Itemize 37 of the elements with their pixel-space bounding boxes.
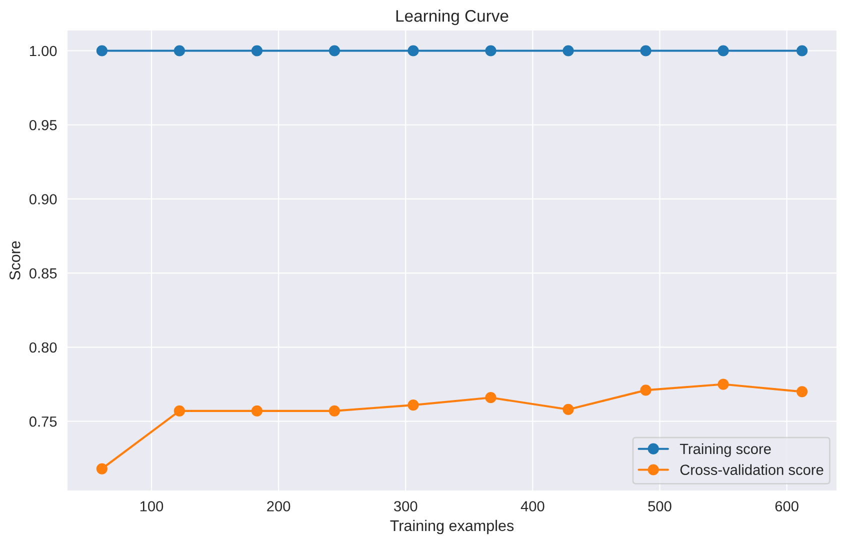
point xyxy=(251,45,263,56)
point xyxy=(174,45,186,56)
point xyxy=(251,405,263,417)
point xyxy=(562,45,574,56)
x-tick-label: 500 xyxy=(648,501,672,512)
y-tick-label: 0.90 xyxy=(29,194,57,204)
y-tick-label: 0.75 xyxy=(29,416,57,427)
chart-title: Learning Curve xyxy=(396,10,508,26)
legend-label: Training score xyxy=(680,443,771,457)
point xyxy=(408,399,419,411)
legend-label: Cross-validation score xyxy=(680,464,824,475)
point xyxy=(640,45,652,56)
point xyxy=(796,386,808,398)
x-axis-title: Training examples xyxy=(390,520,514,534)
x-tick-label: 300 xyxy=(394,501,418,512)
x-tick-label: 200 xyxy=(267,501,290,512)
point xyxy=(328,405,340,417)
point xyxy=(718,378,729,390)
x-tick-label: 600 xyxy=(775,501,798,512)
y-axis-title: Score xyxy=(10,241,20,280)
point xyxy=(796,45,808,56)
y-tick-label: 0.80 xyxy=(29,342,57,353)
point xyxy=(408,45,419,56)
y-tick-label: 0.85 xyxy=(29,268,57,279)
point xyxy=(96,45,108,56)
y-tick-label: 1.00 xyxy=(30,46,57,56)
point xyxy=(174,405,186,417)
point xyxy=(485,45,496,56)
point xyxy=(328,45,340,56)
y-tick-label: 0.95 xyxy=(29,120,57,130)
point xyxy=(485,392,496,404)
x-tick-label: 100 xyxy=(140,501,164,512)
point xyxy=(562,404,574,416)
point xyxy=(640,384,652,396)
point xyxy=(96,463,108,474)
point xyxy=(718,45,729,56)
x-tick-label: 400 xyxy=(520,501,544,512)
